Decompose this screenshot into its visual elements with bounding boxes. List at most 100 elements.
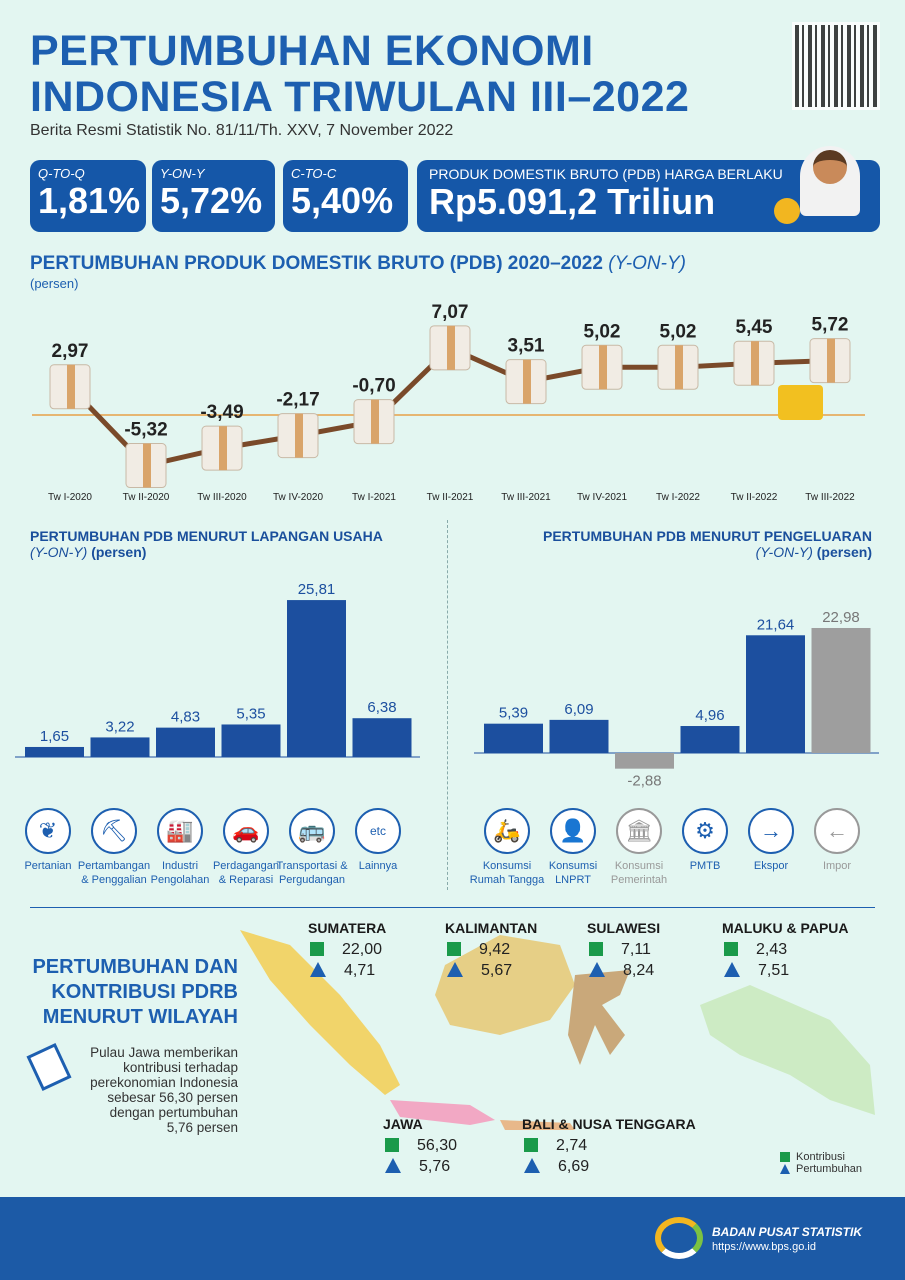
footer-url[interactable]: https://www.bps.go.id [712,1241,816,1253]
box-tape [143,443,151,488]
bar-value-label: 3,22 [105,718,134,735]
icon-item: ⛏ Pertambangan & Penggalian [78,808,150,887]
pertumbuhan-value: 7,51 [758,962,790,979]
legend-kontribusi: Kontribusi [780,1151,862,1163]
bar [352,718,412,757]
icon-item: 🛵 Konsumsi Rumah Tangga [470,808,544,887]
legend-label: Pertumbuhan [796,1163,863,1175]
map-kalimantan [435,935,575,1035]
clipboard-icon [26,1043,72,1091]
region-pertumbuhan: 7,51 [722,962,849,980]
bar-value-label: 22,98 [822,609,860,626]
icon-label-line1: Konsumsi [482,860,532,872]
icon-item: 🚗 Perdagangan & Reparasi [213,808,279,887]
bar [156,727,215,757]
warehouse-icon: 🚌 [289,808,335,854]
kpi-yony: Y-ON-Y 5,72% [152,160,275,232]
icon-label: Perdagangan & Reparasi [206,859,286,887]
oil-pump-icon: ⛏ [91,808,137,854]
icon-item: ← Impor [804,808,870,887]
icon-label-line1: Pertanian [24,860,72,872]
data-label: 5,72 [812,315,849,336]
kontribusi-value: 7,11 [621,941,651,958]
kontribusi-icon [447,942,461,956]
bar-value-label: 4,83 [171,709,200,726]
data-point-box [809,338,851,384]
region-pertumbuhan: 4,71 [308,962,386,980]
sector-icons: ❦ Pertanian ⛏ Pertambangan & Penggalian 🏭 Indu… [15,808,411,887]
factory-icon: 🏭 [157,808,203,854]
region-kalimantan: KALIMANTAN 9,42 5,67 [445,920,537,980]
data-point-box [353,399,395,445]
icon-item: etc Lainnya [345,808,411,887]
bar [221,724,281,757]
kpi-label: PRODUK DOMESTIK BRUTO (PDB) HARGA BERLAK… [429,166,783,182]
expenditure-icons: 🛵 Konsumsi Rumah Tangga 👤 Konsumsi LNPRT 🏛 Kons… [470,808,870,887]
icon-label: PMTB [665,859,745,873]
data-point-box [201,425,243,471]
chart-subtitle: (persen) [91,544,147,560]
pertumbuhan-icon [447,962,463,977]
icon-label-line1: Perdagangan [212,860,280,872]
icon-label-line1: Impor [822,860,852,872]
kontribusi-value: 22,00 [342,941,383,958]
map-bali-nusa [500,1120,575,1130]
region-sumatera: SUMATERA 22,00 4,71 [308,920,386,980]
bar [680,726,740,753]
region-name: SUMATERA [308,920,387,936]
chart-title: PERTUMBUHAN PDB MENURUT PENGELUARAN [543,528,872,544]
robot-arm-icon: ⚙ [682,808,728,854]
x-tick-label: Tw II-2022 [731,492,778,503]
qr-code[interactable] [792,22,880,110]
kpi-label: Q-TO-Q [38,166,85,181]
pertumbuhan-icon [385,1158,401,1173]
icon-label-line2: LNPRT [555,874,591,886]
data-point-box [505,359,547,405]
icon-item: 🏭 Industri Pengolahan [147,808,213,887]
section-divider [447,520,448,890]
leaf-icon: ❦ [25,808,71,854]
gdp-chart-unit: (persen) [30,276,79,291]
icon-label-line1: Transportasi & [276,860,348,872]
pertumbuhan-value: 6,69 [558,1158,590,1175]
region-name: SULAWESI [587,920,661,936]
bar-value-label: -2,88 [627,773,661,790]
kontribusi-icon [310,942,324,956]
page-title: PERTUMBUHAN EKONOMI INDONESIA TRIWULAN II… [30,28,689,120]
region-name: BALI & NUSA TENGGARA [522,1116,696,1132]
title-line-1: PERTUMBUHAN EKONOMI [30,27,594,75]
kontribusi-value: 56,30 [417,1137,458,1154]
icon-label: Impor [797,859,877,873]
chart-title: PERTUMBUHAN PRODUK DOMESTIK BRUTO (PDB) … [30,253,603,274]
kpi-value: 5,40% [291,180,394,221]
bar-value-label: 21,64 [757,616,795,633]
box-tape [751,341,759,386]
kontribusi-value: 9,42 [479,941,511,958]
data-point-box [125,443,167,489]
data-point-box [277,413,319,459]
gdp-chart-title: PERTUMBUHAN PRODUK DOMESTIK BRUTO (PDB) … [30,253,686,275]
icon-item: → Ekspor [738,808,804,887]
expenditure-bar-chart: 5,39 6,09 -2,88 4,96 21,64 22,98 [474,609,879,790]
chart-title: PERTUMBUHAN PDB MENURUT LAPANGAN USAHA [30,528,383,544]
icon-item: ❦ Pertanian [15,808,81,887]
icon-label-line2: Pergudangan [278,874,346,886]
box-tape [827,338,835,383]
data-point-box [657,344,699,390]
kontribusi-icon [589,942,603,956]
icon-item: ⚙ PMTB [672,808,738,887]
region-pertumbuhan: 8,24 [587,962,660,980]
x-tick-label: Tw II-2021 [427,492,474,503]
household-icon: 🛵 [484,808,530,854]
icon-label-line1: Konsumsi [548,860,598,872]
bar [287,600,346,757]
icon-item: 👤 Konsumsi LNPRT [540,808,606,887]
government-icon: 🏛 [616,808,662,854]
icon-label: Pertambangan & Penggalian [74,859,154,887]
bar-value-label: 4,96 [695,707,724,724]
icon-label: Transportasi & Pergudangan [272,859,352,887]
pertumbuhan-icon [724,962,740,977]
icon-item: 🚌 Transportasi & Pergudangan [276,808,348,887]
sector-bar-chart: 1,65 3,22 4,83 5,35 25,81 6,38 [15,581,420,758]
bar [484,723,543,753]
